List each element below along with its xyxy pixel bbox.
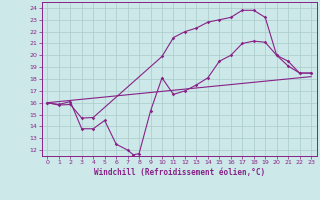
X-axis label: Windchill (Refroidissement éolien,°C): Windchill (Refroidissement éolien,°C) — [94, 168, 265, 177]
